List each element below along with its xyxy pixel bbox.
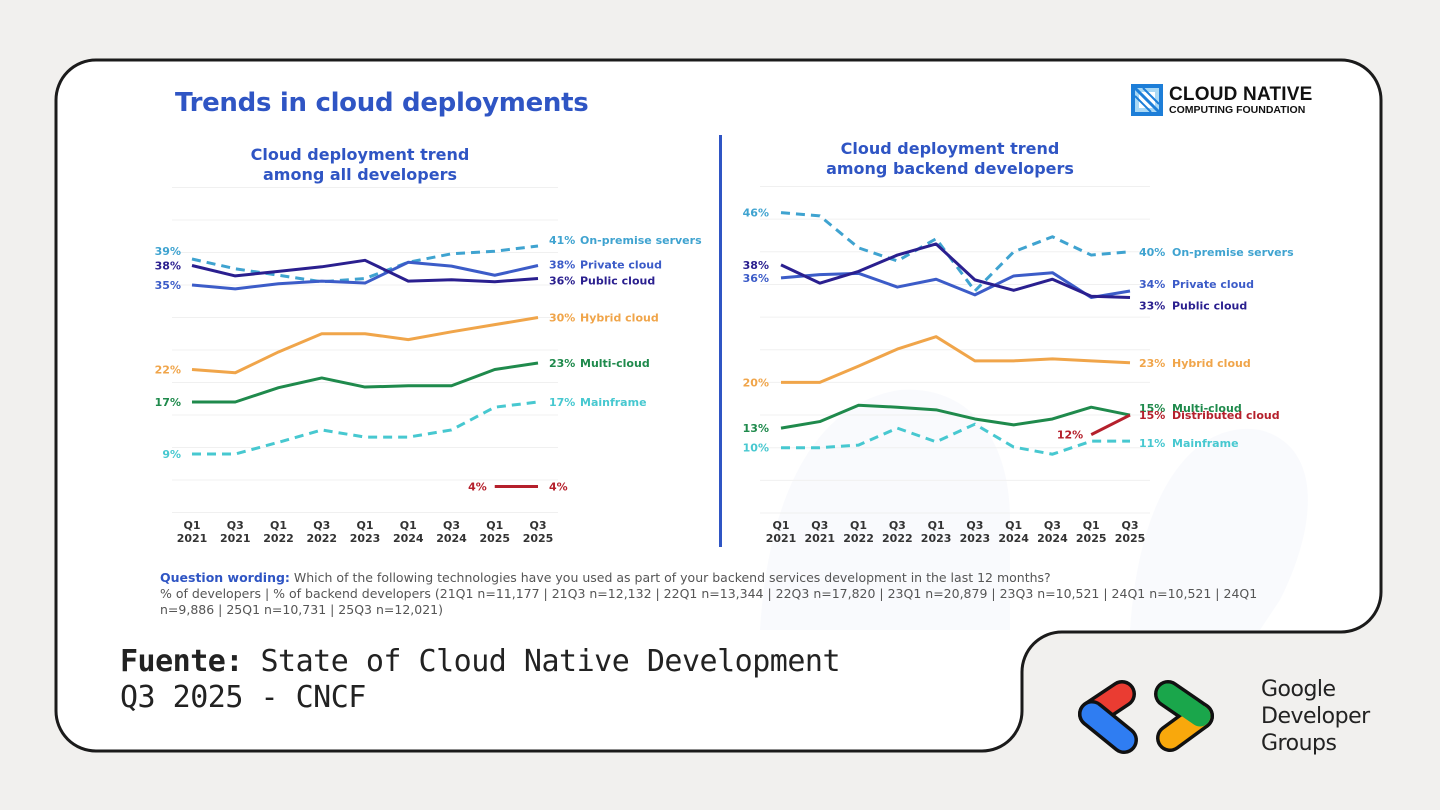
cncf-icon xyxy=(1131,84,1163,116)
gdg-logo-text: Google Developer Groups xyxy=(1261,676,1370,757)
left-chart-title-line1: Cloud deployment trend xyxy=(250,145,470,164)
right-chart-title: Cloud deployment trend among backend dev… xyxy=(790,139,1110,179)
source-label: Fuente: xyxy=(120,644,243,679)
chart-divider xyxy=(719,135,722,547)
left-chart-title: Cloud deployment trend among all develop… xyxy=(200,145,520,185)
right-chart-title-line2: among backend developers xyxy=(826,159,1074,178)
source-citation: Fuente: State of Cloud Native Developmen… xyxy=(120,644,841,716)
sample-sizes: % of developers | % of backend developer… xyxy=(160,586,1258,617)
cncf-logo-line1: CLOUD NATIVE xyxy=(1169,83,1313,105)
right-chart-title-line1: Cloud deployment trend xyxy=(840,139,1060,158)
cncf-logo: CLOUD NATIVE COMPUTING FOUNDATION xyxy=(1131,84,1313,116)
page-title: Trends in cloud deployments xyxy=(175,88,589,118)
source-line1: State of Cloud Native Development xyxy=(242,644,841,679)
question-text: Which of the following technologies have… xyxy=(289,570,1051,585)
gdg-line3: Groups xyxy=(1261,731,1337,756)
gdg-logo-icon xyxy=(1078,680,1214,754)
source-line2: Q3 2025 - CNCF xyxy=(120,680,366,715)
gdg-line1: Google xyxy=(1261,677,1336,702)
cncf-logo-line2: COMPUTING FOUNDATION xyxy=(1169,103,1306,116)
left-chart-title-line2: among all developers xyxy=(263,165,457,184)
gdg-line2: Developer xyxy=(1261,704,1370,729)
question-label: Question wording: xyxy=(160,570,290,585)
question-wording: Question wording: Which of the following… xyxy=(160,570,1260,618)
